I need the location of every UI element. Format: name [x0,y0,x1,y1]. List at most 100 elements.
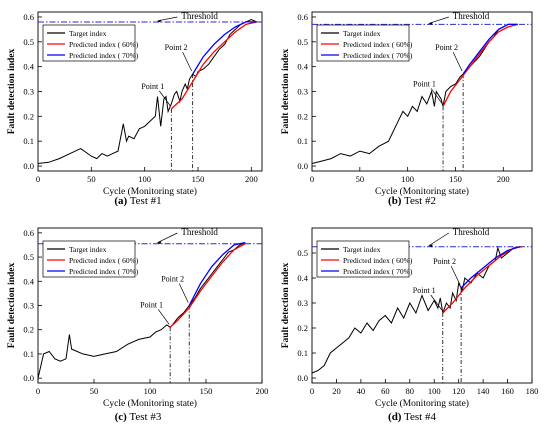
y-tick-label: 0.2 [23,325,34,335]
x-tick-label: 200 [497,174,510,184]
legend-label: Predicted index ( 70%) [69,267,139,276]
threshold-arrowhead [157,241,162,245]
x-tick-label: 100 [144,386,157,396]
y-axis-label: Fault detection index [281,49,291,135]
y-tick-label: 0.5 [297,248,308,258]
caption-text: Test #3 [127,411,162,423]
series-predicted-70 [192,21,257,75]
series-predicted-70 [460,246,520,289]
x-tick-label: 150 [449,174,462,184]
chart-panel-4: 0 20 40 60 80 100 120 140 160 180 0.0 0.1 0.2 0.3 0.4 0… [281,227,538,409]
threshold-arrowhead [157,19,162,23]
x-tick-label: 0 [36,174,40,184]
legend-label: Predicted index ( 60%) [343,40,413,49]
y-tick-label: 0.3 [297,298,308,308]
y-tick-label: 0.4 [297,62,308,72]
panel-caption-2: (b) Test #2 [388,195,436,207]
y-tick-label: 0.4 [23,276,34,286]
x-tick-label: 140 [477,386,490,396]
point2-arrow [182,51,192,72]
legend-label: Predicted index ( 70%) [343,267,413,276]
point2-label: Point 2 [433,257,456,266]
x-tick-label: 150 [200,386,213,396]
legend-label: Predicted index ( 60%) [69,40,139,49]
caption-text: Test #2 [401,195,435,207]
x-tick-label: 20 [332,386,341,396]
point1-label: Point 1 [413,286,436,295]
y-tick-label: 0.1 [23,349,34,359]
x-tick-label: 50 [87,174,96,184]
x-tick-label: 160 [501,386,514,396]
threshold-arrow [428,232,449,247]
legend-label: Predicted index ( 60%) [343,256,413,265]
x-tick-label: 200 [245,174,258,184]
series-predicted-70 [188,241,246,306]
series-predicted-60 [169,243,246,328]
x-tick-label: 100 [138,174,151,184]
chart-panel-3: 0 50 100 150 200 0.0 0.1 0.2 0.3 0.4 0.5 0.6 Cycle (… [7,227,268,409]
legend-label: Target index [343,245,381,254]
x-tick-label: 100 [401,174,414,184]
x-tick-label: 50 [356,174,365,184]
x-tick-label: 180 [526,386,539,396]
y-tick-label: 0.5 [297,37,308,47]
y-tick-label: 0.0 [297,161,308,171]
x-tick-label: 0 [36,386,40,396]
x-tick-label: 0 [310,174,314,184]
series-predicted-60 [170,21,257,110]
chart-panel-2: 0 50 100 150 200 0.0 0.1 0.2 0.3 0.4 0.5 0.6 Cycle (… [281,11,533,197]
x-tick-label: 60 [381,386,390,396]
x-tick-label: 40 [357,386,366,396]
point2-label: Point 2 [161,275,184,284]
threshold-arrow [157,232,178,244]
x-tick-label: 80 [406,386,415,396]
y-tick-label: 0.2 [23,111,34,121]
threshold-label: Threshold [181,11,218,21]
y-axis-label: Fault detection index [281,263,291,349]
x-tick-label: 100 [428,386,441,396]
y-tick-label: 0.1 [23,136,34,146]
x-tick-label: 150 [192,174,205,184]
y-tick-label: 0.3 [23,87,34,97]
y-tick-label: 0.1 [297,348,308,358]
x-tick-label: 200 [256,386,269,396]
series-target-index [37,242,246,379]
legend-label: Predicted index ( 60%) [69,256,139,265]
point1-arrow [430,88,443,104]
x-axis-label: Cycle (Monitoring state) [375,398,469,409]
y-tick-label: 0.5 [23,252,34,262]
legend-label: Target index [343,29,381,38]
panel-caption-1: (a) Test #1 [114,195,161,207]
legend-label: Target index [69,29,107,38]
x-tick-label: 50 [90,386,99,396]
point1-arrow [430,294,443,311]
threshold-arrowhead [428,21,433,25]
threshold-label: Threshold [181,227,218,237]
y-tick-label: 0.6 [297,12,308,22]
series-predicted-70 [462,23,518,75]
point1-arrow [157,309,170,325]
series-target-index [37,18,257,164]
panel-caption-4: (d) Test #4 [388,411,436,423]
y-axis-label: Fault detection index [7,49,17,135]
point1-label: Point 1 [140,300,163,309]
y-tick-label: 0.2 [297,111,308,121]
threshold-label: Threshold [453,11,490,21]
y-tick-label: 0.4 [297,273,308,283]
y-tick-label: 0.2 [297,323,308,333]
threshold-arrowhead [428,244,433,248]
y-tick-label: 0.0 [23,373,34,383]
legend-label: Predicted index ( 70%) [343,51,413,60]
point2-label: Point 2 [165,43,188,52]
caption-letter: (d) [388,411,402,423]
y-tick-label: 0.5 [23,37,34,47]
x-tick-label: 0 [310,386,314,396]
caption-letter: (b) [388,195,402,207]
series-target-index [311,246,520,374]
point2-label: Point 2 [435,43,458,52]
x-axis-label: Cycle (Monitoring state) [103,186,197,197]
chart-panel-1: 0 50 100 150 200 0.0 0.1 0.2 0.3 0.4 0.5 0.6 Cycle (… [7,11,263,197]
threshold-label: Threshold [453,227,490,237]
caption-text: Test #4 [401,411,436,423]
y-tick-label: 0.6 [23,12,34,22]
